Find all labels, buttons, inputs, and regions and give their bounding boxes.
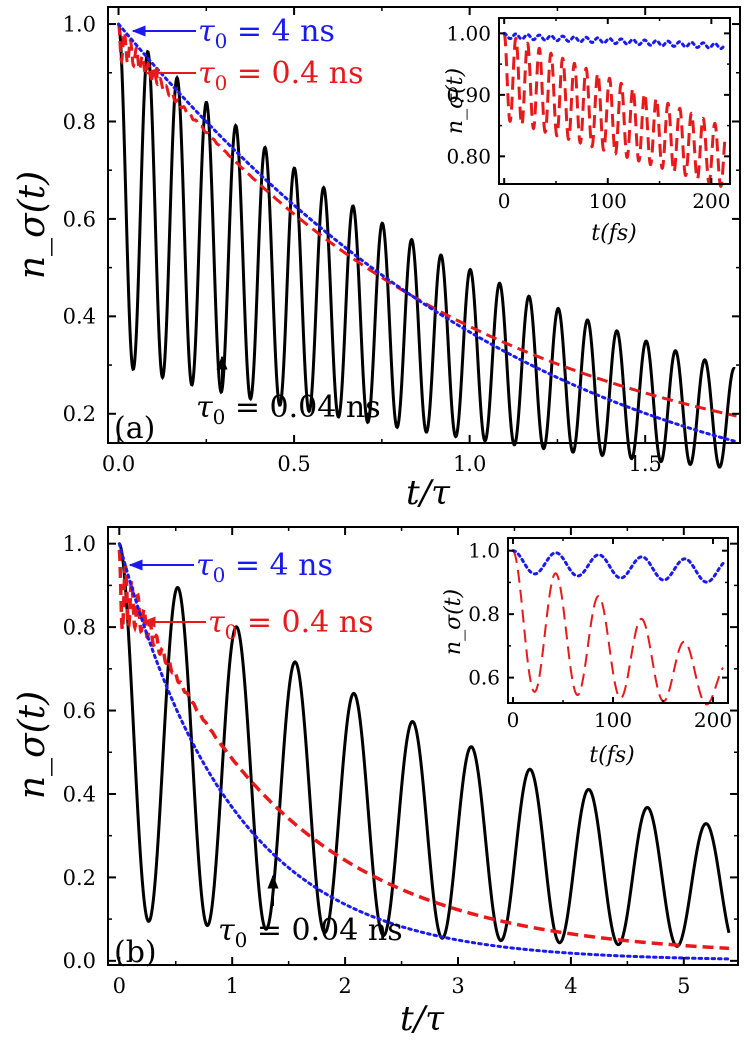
panel-b-y-label: n_σ(t) [12, 691, 53, 799]
panel-a-inset-x-tick-label: 0 [498, 189, 511, 213]
panel-b-inset-y-tick-label: 1.0 [468, 539, 500, 563]
panel-a-inset-series-tau0-0.4ns [502, 32, 727, 189]
panel-b-x-tick-label: 0 [113, 974, 126, 998]
panel-b-y-tick-label: 0.0 [63, 949, 96, 973]
panel-b-y-tick-label: 0.6 [63, 699, 96, 723]
panel-a-inset: 0 100 200 0.80 0.90 1.00 t(fs) n_σ(t) [443, 17, 731, 246]
panel-a-y-tick-label: 0.4 [63, 305, 96, 329]
panel-a-series-tau0-4ns [117, 22, 738, 444]
panel-b-inset-x-label: t(fs) [589, 743, 634, 768]
panel-a-inset-frame [498, 17, 731, 185]
panel-a-annotation-4ns: τ0 = 4 ns [198, 14, 335, 53]
panel-a-x-label: t/τ [406, 473, 451, 513]
panel-b-annotation-0.4ns: τ0 = 0.4 ns [208, 605, 374, 644]
panel-a-inset-background [499, 18, 730, 184]
panel-a-x-tick-label: 0.5 [277, 452, 310, 476]
panel-b-inset-background [508, 538, 728, 703]
panel-a-inset-y-tick-label: 1.00 [446, 21, 491, 45]
panel-b-inset-ticks: 0 100 200 0.6 0.8 1.0 [468, 538, 732, 732]
panel-b: 0 1 2 3 4 5 0.0 0.2 0.4 0.6 0.8 1.0 0 100 200 0.6 0.8 1.… [12, 526, 739, 1039]
panel-a-annotation-0.4ns: τ0 = 0.4 ns [198, 56, 364, 95]
panel-a-inset-x-tick-label: 100 [589, 189, 627, 213]
panel-b-series-tau0-4ns [117, 542, 731, 961]
panel-b-inset-x-tick-label: 200 [694, 708, 732, 732]
panel-b-frame [107, 526, 739, 966]
panel-b-inset: 0 100 200 0.6 0.8 1.0 t(fs) n_σ(t) [441, 537, 732, 768]
panel-b-inset-series-tau0-0.4ns [512, 549, 724, 706]
panel-b-y-tick-label: 1.0 [63, 532, 96, 556]
panel-b-annotation-4ns: τ0 = 4 ns [196, 548, 333, 587]
panel-b-inset-x-tick-label: 0 [507, 708, 520, 732]
panel-a-y-tick-label: 1.0 [63, 12, 96, 36]
panel-b-curves [117, 542, 731, 961]
panel-a-inset-series-tau0-4ns [502, 31, 727, 51]
panel-a-series-tau0-0.04ns [117, 23, 736, 469]
panel-a-inset-x-label: t(fs) [591, 221, 636, 246]
panel-a-ticks: 0.0 0.5 1.0 1.5 0.2 0.4 0.6 0.8 1.0 [63, 7, 740, 476]
panel-a-inset-x-tick-label: 200 [692, 189, 730, 213]
panel-a-inset-y-tick-label: 0.80 [446, 144, 491, 168]
panel-a-x-tick-label: 1.5 [628, 452, 661, 476]
panel-b-x-label: t/τ [400, 999, 445, 1039]
panel-a-y-label: n_σ(t) [12, 171, 53, 279]
panel-b-inset-x-tick-label: 100 [594, 708, 632, 732]
panel-a-annotations: τ0 = 4 ns τ0 = 0.4 ns τ0 = 0.04 ns [131, 14, 381, 429]
panel-b-y-tick-label: 0.8 [63, 615, 96, 639]
panel-a-y-tick-label: 0.2 [63, 402, 96, 426]
panel-b-inset-frame [507, 537, 729, 704]
panel-a: 0.0 0.5 1.0 1.50.20.40.60.81.0 0 100 2000.800… [12, 6, 741, 513]
panel-a-inset-y-label: n_σ(t) [443, 68, 468, 134]
panel-a-y-tick-label: 0.6 [63, 207, 96, 231]
panel-a-x-tick-label: 0.0 [102, 452, 135, 476]
panel-b-x-tick-label: 3 [451, 974, 464, 998]
panel-a-inset-ticks: 0 100 200 0.80 0.90 1.00 [446, 18, 730, 213]
panel-a-annotation-0.04ns: τ0 = 0.04 ns [196, 390, 381, 429]
panel-b-x-tick-label: 4 [564, 974, 577, 998]
panel-a-curves [117, 22, 738, 469]
panel-a-x-tick-label: 1.0 [453, 452, 486, 476]
panel-b-x-tick-label: 1 [226, 974, 239, 998]
panel-b-inset-y-label: n_σ(t) [441, 589, 466, 655]
panel-b-x-tick-label: 5 [677, 974, 690, 998]
panel-a-y-tick-label: 0.8 [63, 110, 96, 134]
panel-b-inset-y-tick-label: 0.6 [468, 666, 500, 690]
panel-b-x-tick-label: 2 [338, 974, 351, 998]
panel-a-inset-y-tick-label: 0.90 [446, 83, 491, 107]
panel-a-label: (a) [114, 411, 155, 446]
panel-b-annotations: τ0 = 4 ns τ0 = 0.4 ns τ0 = 0.04 ns [128, 548, 403, 952]
panel-b-label: (b) [114, 935, 157, 970]
panel-b-y-tick-label: 0.4 [63, 782, 96, 806]
panel-b-ticks: 0 1 2 3 4 5 0.0 0.2 0.4 0.6 0.8 1.0 [63, 527, 738, 998]
panel-b-y-tick-label: 0.2 [63, 866, 96, 890]
panel-a-frame [107, 6, 741, 444]
panel-b-annotation-0.04ns: τ0 = 0.04 ns [218, 913, 403, 952]
panel-b-inset-series-tau0-4ns [511, 549, 725, 584]
panel-b-series-tau0-0.4ns [117, 549, 730, 951]
panel-b-inset-y-tick-label: 0.8 [468, 602, 500, 626]
